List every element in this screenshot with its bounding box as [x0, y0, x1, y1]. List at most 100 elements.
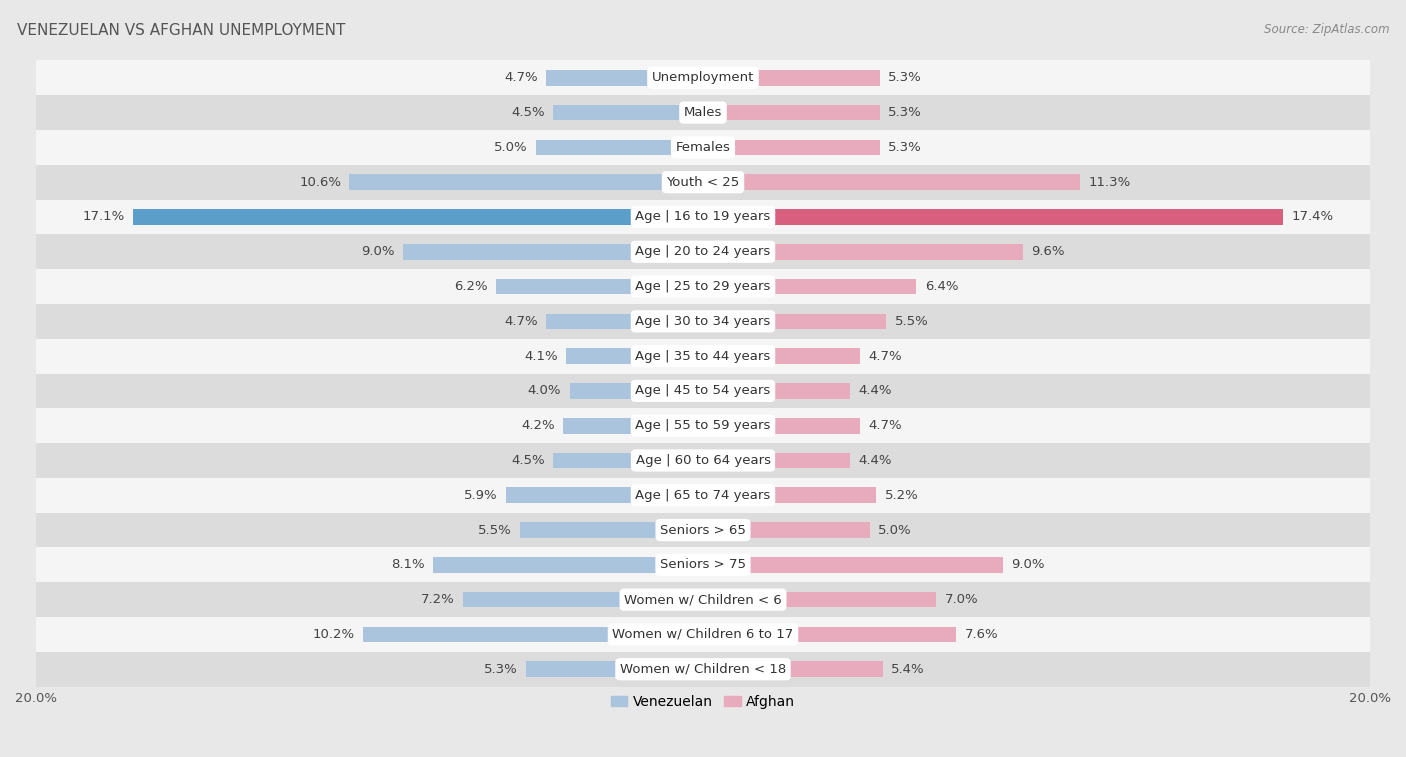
Text: Age | 60 to 64 years: Age | 60 to 64 years — [636, 454, 770, 467]
Bar — [703, 209, 1284, 225]
Text: 9.0%: 9.0% — [361, 245, 395, 258]
Bar — [37, 165, 1369, 200]
Text: 10.6%: 10.6% — [299, 176, 342, 188]
Bar — [37, 200, 1369, 235]
Bar — [703, 104, 880, 120]
Text: 11.3%: 11.3% — [1088, 176, 1130, 188]
Bar — [37, 478, 1369, 512]
Text: Seniors > 65: Seniors > 65 — [659, 524, 747, 537]
Bar — [37, 443, 1369, 478]
Text: 4.0%: 4.0% — [527, 385, 561, 397]
Text: 5.4%: 5.4% — [891, 662, 925, 676]
Bar — [363, 627, 703, 642]
Bar — [520, 522, 703, 538]
Bar — [553, 453, 703, 469]
Bar — [37, 235, 1369, 269]
Bar — [404, 244, 703, 260]
Bar — [37, 582, 1369, 617]
Bar — [506, 488, 703, 503]
Text: Women w/ Children 6 to 17: Women w/ Children 6 to 17 — [613, 628, 793, 641]
Bar — [703, 139, 880, 155]
Text: Age | 45 to 54 years: Age | 45 to 54 years — [636, 385, 770, 397]
Text: 4.7%: 4.7% — [505, 71, 538, 84]
Text: 5.3%: 5.3% — [889, 141, 922, 154]
Bar — [547, 70, 703, 86]
Text: Males: Males — [683, 106, 723, 119]
Bar — [553, 104, 703, 120]
Text: Women w/ Children < 6: Women w/ Children < 6 — [624, 593, 782, 606]
Text: 4.2%: 4.2% — [522, 419, 554, 432]
Bar — [536, 139, 703, 155]
Text: 5.3%: 5.3% — [889, 106, 922, 119]
Text: 4.4%: 4.4% — [858, 454, 891, 467]
Text: Youth < 25: Youth < 25 — [666, 176, 740, 188]
Text: Age | 25 to 29 years: Age | 25 to 29 years — [636, 280, 770, 293]
Text: 5.2%: 5.2% — [884, 489, 918, 502]
Text: 5.5%: 5.5% — [894, 315, 928, 328]
Bar — [703, 313, 886, 329]
Text: Age | 30 to 34 years: Age | 30 to 34 years — [636, 315, 770, 328]
Bar — [562, 418, 703, 434]
Bar — [37, 304, 1369, 338]
Text: Age | 65 to 74 years: Age | 65 to 74 years — [636, 489, 770, 502]
Text: 4.1%: 4.1% — [524, 350, 558, 363]
Bar — [37, 617, 1369, 652]
Text: Age | 55 to 59 years: Age | 55 to 59 years — [636, 419, 770, 432]
Text: 4.5%: 4.5% — [510, 106, 544, 119]
Bar — [132, 209, 703, 225]
Bar — [433, 557, 703, 573]
Bar — [37, 652, 1369, 687]
Legend: Venezuelan, Afghan: Venezuelan, Afghan — [605, 689, 801, 714]
Text: 8.1%: 8.1% — [391, 559, 425, 572]
Text: 4.5%: 4.5% — [510, 454, 544, 467]
Bar — [37, 408, 1369, 443]
Bar — [37, 269, 1369, 304]
Bar — [703, 70, 880, 86]
Text: 10.2%: 10.2% — [312, 628, 354, 641]
Bar — [703, 244, 1024, 260]
Text: 5.0%: 5.0% — [495, 141, 527, 154]
Text: Age | 20 to 24 years: Age | 20 to 24 years — [636, 245, 770, 258]
Text: 7.6%: 7.6% — [965, 628, 998, 641]
Bar — [37, 547, 1369, 582]
Bar — [703, 592, 936, 607]
Text: 4.4%: 4.4% — [858, 385, 891, 397]
Bar — [703, 383, 849, 399]
Bar — [37, 130, 1369, 165]
Text: 5.9%: 5.9% — [464, 489, 498, 502]
Bar — [37, 373, 1369, 408]
Text: 6.4%: 6.4% — [925, 280, 959, 293]
Text: 17.1%: 17.1% — [82, 210, 124, 223]
Text: Females: Females — [675, 141, 731, 154]
Bar — [37, 61, 1369, 95]
Text: 4.7%: 4.7% — [868, 350, 901, 363]
Text: Age | 16 to 19 years: Age | 16 to 19 years — [636, 210, 770, 223]
Text: 7.0%: 7.0% — [945, 593, 979, 606]
Text: 5.3%: 5.3% — [484, 662, 517, 676]
Text: Unemployment: Unemployment — [652, 71, 754, 84]
Bar — [37, 338, 1369, 373]
Bar — [567, 348, 703, 364]
Bar — [703, 662, 883, 677]
Text: Seniors > 75: Seniors > 75 — [659, 559, 747, 572]
Text: 5.0%: 5.0% — [879, 524, 911, 537]
Bar — [37, 95, 1369, 130]
Bar — [703, 174, 1080, 190]
Text: 6.2%: 6.2% — [454, 280, 488, 293]
Bar — [569, 383, 703, 399]
Bar — [703, 418, 859, 434]
Text: Source: ZipAtlas.com: Source: ZipAtlas.com — [1264, 23, 1389, 36]
Bar — [463, 592, 703, 607]
Bar — [37, 512, 1369, 547]
Bar — [703, 522, 870, 538]
Text: 4.7%: 4.7% — [505, 315, 538, 328]
Bar — [496, 279, 703, 294]
Text: Age | 35 to 44 years: Age | 35 to 44 years — [636, 350, 770, 363]
Bar — [703, 348, 859, 364]
Text: 5.5%: 5.5% — [478, 524, 512, 537]
Text: 17.4%: 17.4% — [1292, 210, 1334, 223]
Bar — [547, 313, 703, 329]
Bar — [703, 279, 917, 294]
Bar — [350, 174, 703, 190]
Text: VENEZUELAN VS AFGHAN UNEMPLOYMENT: VENEZUELAN VS AFGHAN UNEMPLOYMENT — [17, 23, 346, 38]
